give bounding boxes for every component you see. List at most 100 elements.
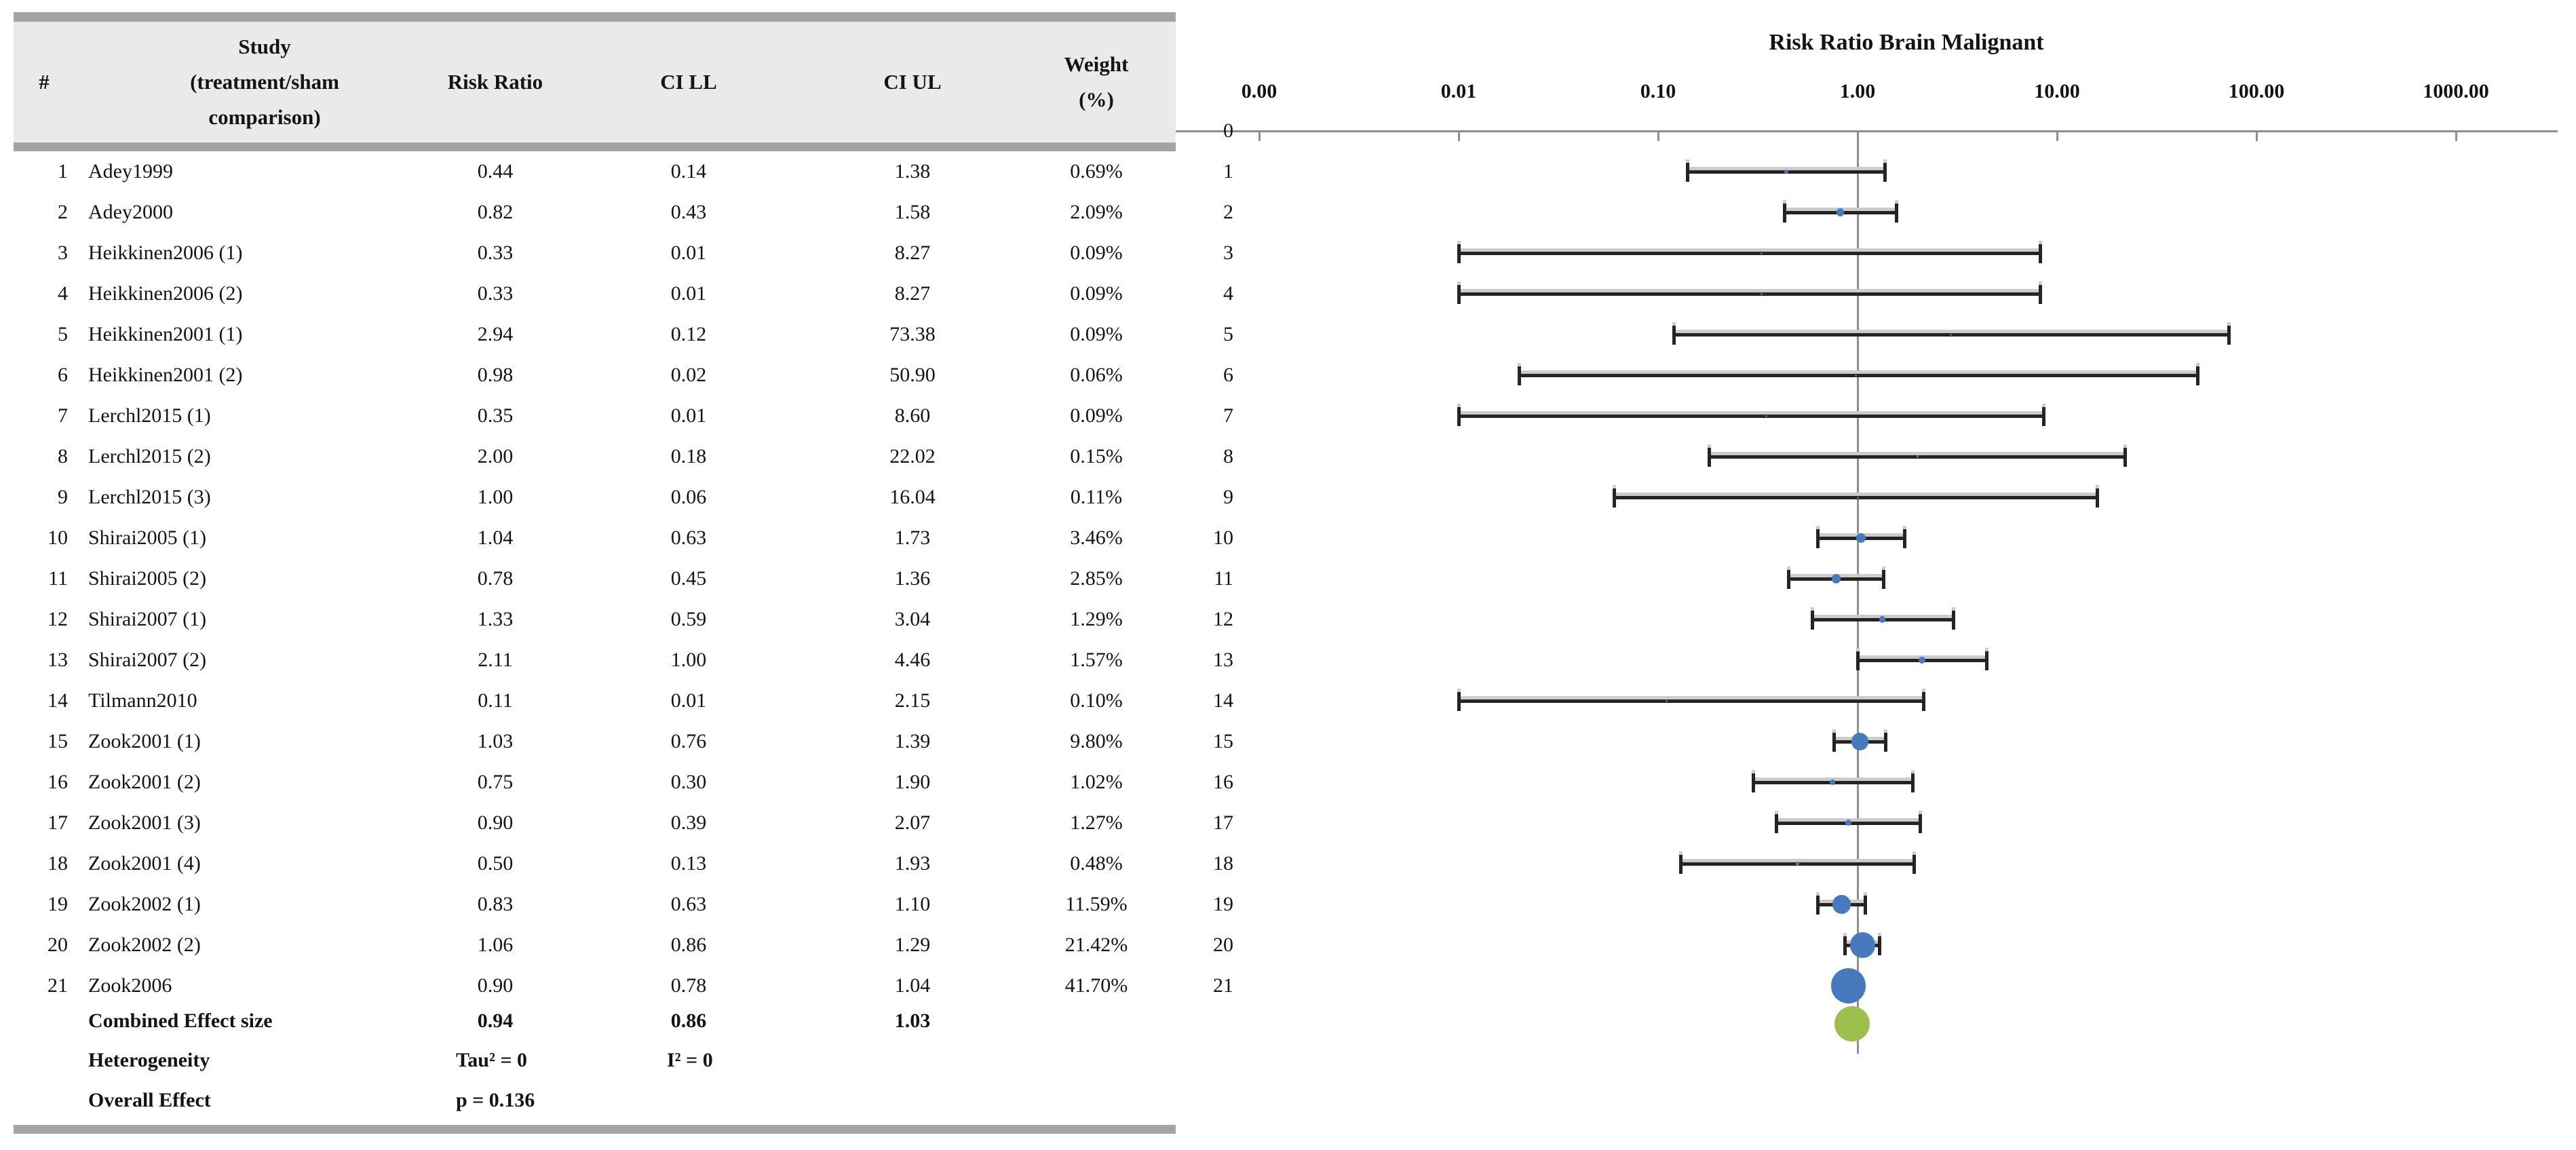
forest-row-label: 14 — [1213, 689, 1233, 712]
ci-ll-value: 0.45 — [670, 567, 707, 590]
risk-ratio-value: 2.94 — [477, 323, 514, 345]
row-number: 7 — [58, 404, 68, 427]
ci-ll-value: 0.63 — [670, 893, 707, 915]
study-name: Shirai2005 (1) — [88, 526, 207, 549]
effect-marker — [1830, 968, 1866, 1003]
row-number: 2 — [58, 201, 68, 223]
study-name: Zook2002 (1) — [88, 893, 201, 915]
reference-line — [1857, 131, 1859, 1054]
weight-value: 1.57% — [1070, 649, 1123, 671]
column-header-risk-ratio-label: Risk Ratio — [447, 70, 543, 94]
ci-ll-value: 0.01 — [670, 242, 707, 264]
row-number: 8 — [58, 445, 68, 467]
effect-marker — [1845, 820, 1852, 826]
ci-bar — [1517, 366, 2200, 385]
ci-ll-value: 0.01 — [670, 282, 707, 305]
forest-row-label: 13 — [1213, 649, 1233, 671]
ci-bar — [1457, 692, 1925, 711]
effect-marker — [1830, 779, 1836, 786]
forest-row-label: 20 — [1213, 934, 1233, 956]
column-header-study-line3: comparison) — [208, 105, 321, 129]
forest-row-label: 19 — [1213, 893, 1233, 915]
ci-ul-value: 22.02 — [889, 445, 936, 467]
effect-marker — [1854, 374, 1857, 377]
chart-title: Risk Ratio Brain Malignant — [1769, 30, 2044, 55]
effect-marker — [1760, 252, 1763, 254]
ci-ul-value: 8.60 — [894, 404, 931, 427]
x-axis-tick-mark — [2455, 132, 2457, 141]
risk-ratio-value: 0.75 — [477, 771, 514, 793]
ci-ul-value: 3.04 — [894, 608, 931, 630]
table-row: 10 Shirai2005 (1) 1.04 0.63 1.73 3.46% — [0, 524, 1194, 552]
x-axis-tick-mark — [2056, 132, 2058, 141]
weight-value: 0.11% — [1070, 486, 1123, 508]
ci-ul-value: 1.73 — [894, 526, 931, 549]
weight-value: 1.29% — [1070, 608, 1123, 630]
column-header-ci-ul-label: CI UL — [883, 70, 942, 94]
ci-ul-value: 8.27 — [894, 282, 931, 305]
table-row: 2 Adey2000 0.82 0.43 1.58 2.09% — [0, 199, 1194, 226]
effect-marker — [1832, 895, 1851, 914]
risk-ratio-value: 0.78 — [477, 567, 514, 590]
ci-bar — [1457, 285, 2042, 304]
ci-ll-value: 0.13 — [670, 852, 707, 875]
row-number: 20 — [47, 934, 68, 956]
forest-row-label: 11 — [1214, 567, 1233, 590]
x-axis-tick-label: 0.10 — [1640, 80, 1676, 102]
ci-ul-value: 1.10 — [894, 893, 931, 915]
risk-ratio-value: 0.33 — [477, 242, 514, 264]
table-row: 17 Zook2001 (3) 0.90 0.39 2.07 1.27% — [0, 809, 1194, 837]
risk-ratio-value: 1.03 — [477, 730, 514, 752]
study-name: Zook2001 (2) — [88, 771, 201, 793]
study-name: Heikkinen2001 (2) — [88, 364, 243, 386]
forest-row-label: 0 — [1223, 119, 1233, 142]
ci-ul-value: 1.58 — [894, 201, 931, 223]
column-header-risk-ratio: Risk Ratio — [421, 23, 570, 141]
table-row: 11 Shirai2005 (2) 0.78 0.45 1.36 2.85% — [0, 565, 1194, 592]
study-name: Adey2000 — [88, 201, 173, 223]
weight-value: 0.10% — [1070, 689, 1123, 712]
ci-ll-value: 0.43 — [670, 201, 707, 223]
effect-marker — [1765, 415, 1768, 417]
row-number: 13 — [47, 649, 68, 671]
x-axis-tick-mark — [2256, 132, 2258, 141]
effect-marker — [1849, 932, 1875, 958]
forest-row-label: 15 — [1213, 730, 1233, 752]
heterogeneity-label: Heterogeneity — [88, 1049, 210, 1071]
ci-ul-value: 50.90 — [889, 364, 936, 386]
weight-value: 3.46% — [1070, 526, 1123, 549]
row-number: 11 — [48, 567, 68, 590]
column-header-number: # — [20, 23, 68, 141]
row-number: 9 — [58, 486, 68, 508]
row-number: 19 — [47, 893, 68, 915]
row-number: 15 — [47, 730, 68, 752]
x-axis-tick-label: 1000.00 — [2423, 80, 2489, 102]
weight-value: 1.27% — [1070, 811, 1123, 834]
ci-ll-value: 0.86 — [670, 934, 707, 956]
combined-risk-ratio-value: 0.94 — [477, 1010, 514, 1032]
i-squared-value: I² = 0 — [667, 1049, 713, 1071]
effect-marker — [1879, 616, 1885, 623]
row-number: 21 — [47, 974, 68, 997]
forest-row-label: 9 — [1223, 486, 1233, 508]
row-number: 14 — [47, 689, 68, 712]
table-row: 9 Lerchl2015 (3) 1.00 0.06 16.04 0.11% — [0, 484, 1194, 511]
effect-marker — [1856, 533, 1866, 543]
weight-value: 0.09% — [1070, 404, 1123, 427]
table-row: 12 Shirai2007 (1) 1.33 0.59 3.04 1.29% — [0, 606, 1194, 633]
ci-ll-value: 0.01 — [670, 404, 707, 427]
table-row: 3 Heikkinen2006 (1) 0.33 0.01 8.27 0.09% — [0, 239, 1194, 267]
risk-ratio-value: 0.90 — [477, 811, 514, 834]
weight-value: 0.15% — [1070, 445, 1123, 467]
ci-ul-value: 16.04 — [889, 486, 936, 508]
study-name: Zook2001 (1) — [88, 730, 201, 752]
risk-ratio-value: 0.44 — [477, 160, 514, 183]
row-number: 12 — [47, 608, 68, 630]
ci-ll-value: 0.14 — [670, 160, 707, 183]
forest-row-label: 3 — [1223, 242, 1233, 264]
effect-marker — [1916, 455, 1919, 458]
table-row: 19 Zook2002 (1) 0.83 0.63 1.10 11.59% — [0, 891, 1194, 918]
table-row: 6 Heikkinen2001 (2) 0.98 0.02 50.90 0.06% — [0, 362, 1194, 389]
forest-row-label: 18 — [1213, 852, 1233, 875]
